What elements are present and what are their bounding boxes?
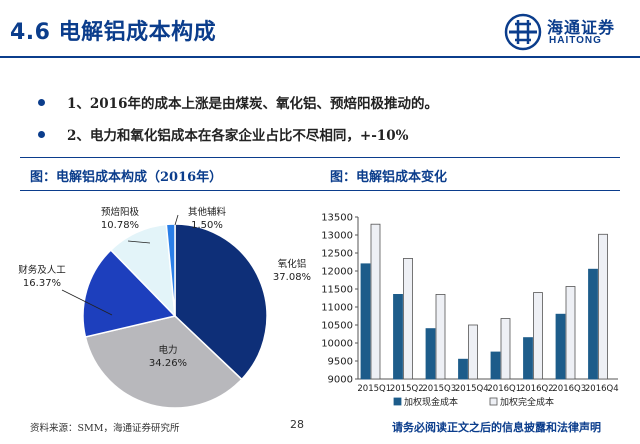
bar-full-cost-2016Q4 bbox=[598, 233, 608, 380]
x-tick-label: 2016Q1 bbox=[487, 384, 521, 394]
bar-full-cost-2015Q3 bbox=[435, 294, 446, 380]
bullet-item-1: 1、2016年的成本上涨是由煤炭、氧化铝、预焙阳极推动的。 bbox=[38, 92, 438, 112]
y-tick-label: 10000 bbox=[322, 339, 353, 350]
logo-english-text: HAITONG bbox=[549, 35, 602, 46]
bullet-dot bbox=[38, 131, 45, 138]
cost-composition-pie-chart: 氧化铝 37.08% 电力 34.26% 财务及人工 16.37% 预焙阳极 10.78% 其他… bbox=[18, 206, 311, 409]
x-tick-label: 2016Q4 bbox=[585, 384, 619, 394]
bar-cash-cost-2016Q4 bbox=[588, 268, 598, 380]
right-chart-title: 图：电解铝成本变化 bbox=[330, 170, 448, 185]
left-chart-title: 图：电解铝成本构成（2016年） bbox=[30, 170, 223, 185]
bar-cash-cost-2015Q2 bbox=[393, 294, 403, 380]
footer-source: 资料来源：SMM，海通证券研究所 bbox=[30, 423, 180, 434]
footer-disclaimer: 请务必阅读正文之后的信息披露和法律声明 bbox=[392, 421, 601, 434]
haitong-logo-icon bbox=[504, 13, 542, 51]
pie-label-4: 其他辅料 bbox=[188, 206, 227, 218]
legend-swatch-1 bbox=[489, 397, 498, 406]
bar-cash-cost-2016Q3 bbox=[555, 313, 566, 380]
pie-value-3: 10.78% bbox=[101, 220, 139, 231]
bar-cash-cost-2015Q3 bbox=[425, 328, 436, 380]
legend-swatch-0 bbox=[393, 397, 402, 406]
bar-full-cost-2016Q3 bbox=[565, 286, 576, 380]
bar-full-cost-2016Q2 bbox=[533, 292, 543, 380]
legend-label-1: 加权完全成本 bbox=[500, 396, 554, 408]
x-tick-label: 2015Q1 bbox=[357, 384, 391, 394]
bullet-text: 2、电力和氧化铝成本在各家企业占比不尽相同，+-10% bbox=[67, 128, 409, 144]
pie-label-3: 预焙阳极 bbox=[101, 206, 140, 218]
section-divider bbox=[20, 157, 620, 158]
y-tick-label: 10500 bbox=[322, 321, 353, 332]
pie-label-1: 电力 bbox=[158, 344, 177, 356]
haitong-logo: 海通证券 HAITONG bbox=[503, 10, 633, 54]
x-tick-label: 2015Q3 bbox=[422, 384, 456, 394]
pie-value-1: 34.26% bbox=[149, 358, 187, 369]
y-tick-label: 12500 bbox=[322, 249, 353, 260]
bar-cash-cost-2015Q4 bbox=[458, 358, 468, 380]
legend-label-0: 加权现金成本 bbox=[404, 396, 458, 408]
y-tick-label: 9000 bbox=[328, 375, 353, 386]
x-tick-label: 2016Q3 bbox=[552, 384, 586, 394]
bar-full-cost-2015Q2 bbox=[403, 258, 413, 380]
bar-cash-cost-2015Q1 bbox=[360, 263, 371, 380]
y-tick-label: 13000 bbox=[322, 231, 353, 242]
bar-full-cost-2015Q4 bbox=[468, 324, 478, 380]
pie-slice-0 bbox=[174, 223, 268, 381]
pie-leader-line-4 bbox=[174, 214, 179, 226]
pie-value-0: 37.08% bbox=[273, 272, 311, 283]
pie-slice-2 bbox=[82, 248, 177, 338]
pie-label-0: 氧化铝 bbox=[278, 258, 307, 270]
cost-change-bar-chart: 9000 9500 10000 10500 11000 11500 12000 12500 13… bbox=[322, 213, 619, 409]
pie-value-4: 1.50% bbox=[191, 220, 223, 231]
bullet-text: 1、2016年的成本上涨是由煤炭、氧化铝、预焙阳极推动的。 bbox=[67, 96, 438, 112]
page-title: 4.6 电解铝成本构成 bbox=[10, 20, 217, 45]
x-tick-label: 2015Q4 bbox=[455, 384, 489, 394]
y-tick-label: 13500 bbox=[322, 213, 353, 224]
bar-cash-cost-2016Q1 bbox=[490, 351, 501, 380]
pie-leader-line-3 bbox=[127, 240, 151, 244]
bullet-dot bbox=[38, 99, 45, 106]
header-divider bbox=[0, 56, 640, 58]
pie-slice-1 bbox=[84, 315, 243, 409]
y-tick-label: 11000 bbox=[322, 303, 353, 314]
x-tick-label: 2016Q2 bbox=[520, 384, 554, 394]
pie-label-2: 财务及人工 bbox=[18, 264, 66, 276]
pie-leader-line-2 bbox=[61, 289, 113, 316]
x-tick-label: 2015Q2 bbox=[390, 384, 424, 394]
chart-title-divider bbox=[20, 190, 620, 191]
bar-full-cost-2016Q1 bbox=[500, 318, 511, 380]
logo-chinese-text: 海通证券 bbox=[547, 18, 616, 37]
pie-value-2: 16.37% bbox=[23, 278, 61, 289]
bar-cash-cost-2016Q2 bbox=[523, 337, 533, 380]
bar-full-cost-2015Q1 bbox=[370, 223, 381, 380]
bullet-item-2: 2、电力和氧化铝成本在各家企业占比不尽相同，+-10% bbox=[38, 124, 408, 144]
y-tick-label: 11500 bbox=[322, 285, 353, 296]
page-number: 28 bbox=[290, 418, 304, 431]
y-tick-label: 12000 bbox=[322, 267, 353, 278]
y-tick-label: 9500 bbox=[328, 357, 353, 368]
